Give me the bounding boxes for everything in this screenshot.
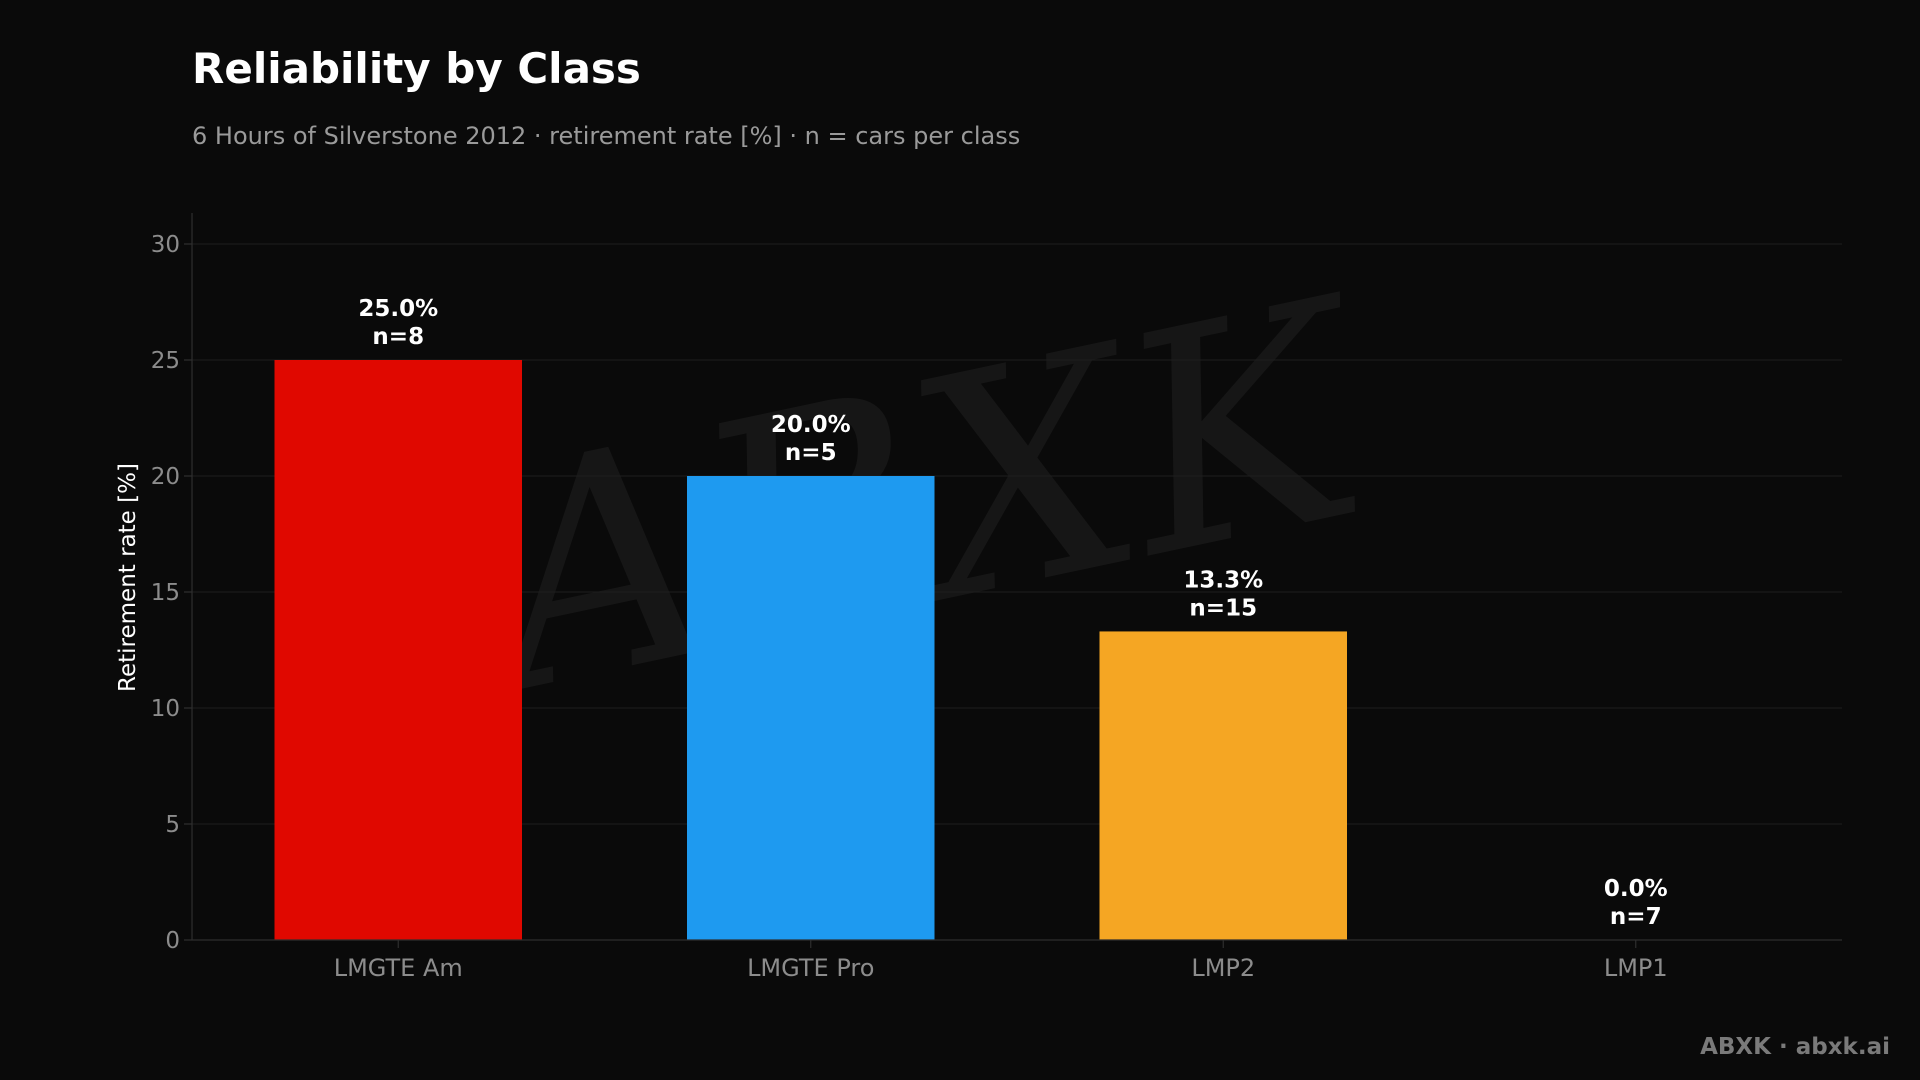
data-labels: 25.0%n=8 20.0%n=5 13.3%n=15 0.0%n=7: [358, 296, 1667, 930]
count-label: n=7: [1610, 904, 1662, 930]
value-label: 0.0%: [1604, 876, 1668, 902]
value-label: 13.3%: [1183, 567, 1263, 593]
brand-credit: ABXK · abxk.ai: [1700, 1034, 1890, 1060]
y-tick-label: 25: [151, 348, 180, 374]
value-label: 25.0%: [358, 296, 438, 322]
y-tick-label: 10: [151, 696, 180, 722]
x-tick-label: LMP1: [1604, 954, 1668, 982]
y-tick-label: 30: [151, 232, 180, 258]
y-tick-label: 15: [151, 580, 180, 606]
x-tick-label: LMGTE Pro: [747, 954, 874, 982]
bar-lmp2: [1099, 631, 1347, 940]
bar-lmgte-pro: [687, 476, 935, 940]
bars: [274, 360, 1347, 940]
count-label: n=8: [372, 324, 424, 350]
y-tick-label: 0: [165, 928, 180, 954]
x-tick-label: LMGTE Am: [334, 954, 463, 982]
y-tick-label: 5: [165, 812, 180, 838]
chart-title: Reliability by Class: [192, 44, 641, 93]
axes: 0 5 10 15 20 25 30 Retirement rate [%] LMGTE Am L…: [115, 213, 1842, 982]
x-tick-label: LMP2: [1191, 954, 1255, 982]
count-label: n=5: [785, 440, 837, 466]
y-axis-label: Retirement rate [%]: [115, 463, 141, 692]
bar-lmgte-am: [274, 360, 522, 940]
count-label: n=15: [1189, 595, 1257, 621]
value-label: 20.0%: [771, 412, 851, 438]
chart-subtitle: 6 Hours of Silverstone 2012 · retirement…: [192, 122, 1021, 150]
y-tick-label: 20: [151, 464, 180, 490]
